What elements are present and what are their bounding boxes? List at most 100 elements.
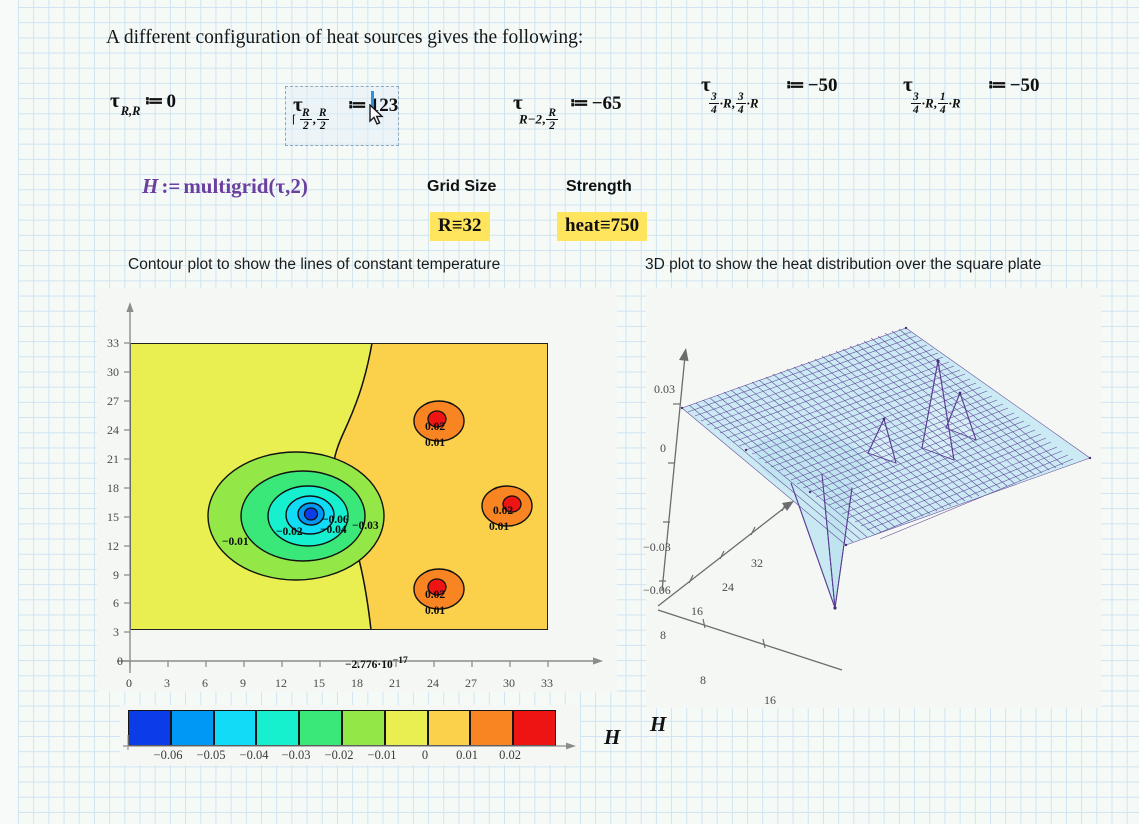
colorbar-tick-1: −0.06 [153,748,183,762]
strength-label: Strength [566,178,632,195]
xtick-15: 15 [313,676,325,690]
assign-operator: := [161,174,181,198]
surface-axes [657,348,843,671]
surface-plot-caption: 3D plot to show the heat distribution ov… [645,256,1042,273]
surface-depthtick-24: 24 [722,580,734,594]
contour-label-minus-0-03: −0.03 [352,520,379,532]
ytick-21: 21 [107,452,119,466]
mouse-cursor [369,104,384,125]
surface-depthtick-8: 8 [660,628,666,642]
xtick-27: 27 [465,676,477,690]
tau-symbol: τ [903,72,913,96]
tau-symbol: τ [513,90,523,114]
ytick-33: 33 [107,336,119,350]
assign-operator: ≔ [144,91,164,112]
colorbar-tick-9: 0.02 [499,748,521,762]
definition-value: −50 [807,75,838,96]
ytick-12: 12 [107,539,119,553]
surface-ztick-0-03: 0.03 [654,382,675,396]
surface-depth-ticks [688,502,787,584]
xtick-9: 9 [240,676,246,690]
hotspot-b-label-0-01: 0.01 [489,521,510,533]
surface-plot-variable-label: H [650,712,667,736]
xtick-0: 0 [126,676,132,690]
colorbar-tick-5: −0.02 [324,748,354,762]
ytick-6: 6 [113,596,119,610]
definition-value: 0 [166,91,177,112]
contour-plot-panel[interactable] [97,288,617,692]
ytick-24: 24 [107,423,119,437]
contour-x-ticks [129,661,549,667]
text-caret [371,91,374,113]
definition-tau-R-R[interactable]: τR,R ≔ 0 [110,88,176,119]
contour-plot-svg [117,302,603,673]
grid-size-value[interactable]: R≡32 [430,212,490,241]
multigrid-lhs: H [142,174,159,198]
ytick-18: 18 [107,481,119,495]
surface-plot-panel[interactable] [646,288,1101,708]
colorbar-tick-2: −0.05 [196,748,226,762]
assign-operator: ≔ [347,95,367,116]
definition-value: −50 [1009,75,1040,96]
hotspot-b-label-0-02: 0.02 [493,505,514,517]
surface-plot-svg [657,326,1092,671]
multigrid-arguments: (τ,2) [268,174,308,198]
subscript: R,R [120,103,141,118]
colorbar-swatch-7 [384,710,428,746]
contour-label-minus-0-06: −0.06 [322,514,349,526]
surface-ztick-m0-06: −0.06 [643,583,671,597]
hotspot-c-label-0-02: 0.02 [425,589,446,601]
subscript-three-quarter-R-pair: 3 4 ·R, 3 4 ·R [709,90,759,116]
colorbar-panel[interactable] [120,705,580,765]
definition-tau-Rm2-R2[interactable]: τ ≔ −65 [513,90,622,115]
ytick-0: 0 [117,654,123,668]
multigrid-function-name: multigrid [183,174,269,198]
subscript-bracket: ⌈ [292,114,297,126]
contour-label-minus-0-01: −0.01 [222,536,249,548]
xtick-33: 33 [541,676,553,690]
surface-depthtick-16: 16 [691,604,703,618]
xtick-21: 21 [389,676,401,690]
colorbar-tick-6: −0.01 [367,748,397,762]
contour-plot-variable-label: H [604,725,621,749]
colorbar-tick-7: 0 [421,748,429,762]
xtick-30: 30 [503,676,515,690]
hotspot-a-label-0-01: 0.01 [425,437,446,449]
contour-y-ticks [124,342,130,662]
surface-xtick-16: 16 [764,693,776,707]
ytick-15: 15 [107,510,119,524]
surface-mesh [680,326,1092,610]
subscript-R-minus-2: R−2, R 2 [519,106,558,132]
page-title: A different configuration of heat source… [106,27,584,48]
surface-z-ticks [659,403,680,582]
hotspot-c-label-0-01: 0.01 [425,605,446,617]
assign-operator: ≔ [785,75,805,96]
definition-tau-3R4-3R4[interactable]: τ ≔ −50 [701,72,838,97]
contour-label-zero-epsilon: −2.776·10−17 [345,655,408,671]
multigrid-definition[interactable]: H:= multigrid(τ,2) [142,174,308,199]
definition-tau-3R4-1R4[interactable]: τ ≔ −50 [903,72,1040,97]
ytick-9: 9 [113,568,119,582]
surface-x-ticks [702,618,766,649]
contour-axes [117,302,603,673]
left-margin [0,0,18,824]
colorbar-axis [123,735,576,750]
assign-operator: ≔ [569,93,589,114]
colorbar-tick-3: −0.04 [239,748,269,762]
assign-operator: ≔ [987,75,1007,96]
hotspot-a-label-0-02: 0.02 [425,421,446,433]
contour-plot-caption: Contour plot to show the lines of consta… [128,256,501,273]
tau-symbol: τ [110,88,120,112]
colorbar-tick-4: −0.03 [281,748,311,762]
ytick-30: 30 [107,365,119,379]
strength-value[interactable]: heat≡750 [557,212,648,241]
xtick-24: 24 [427,676,439,690]
surface-ztick-0: 0 [660,441,666,455]
